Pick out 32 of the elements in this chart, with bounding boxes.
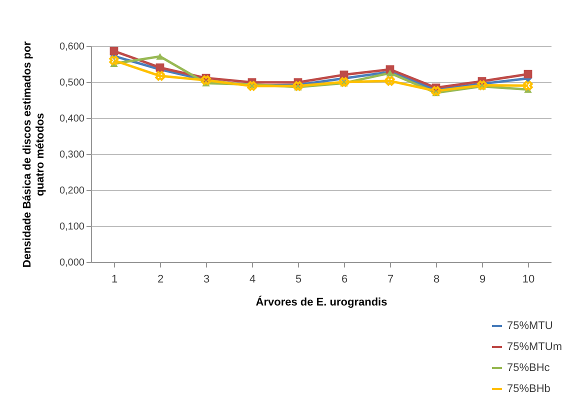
y-tick-label: 0,500 [59,78,85,88]
point [477,80,487,90]
point [110,46,118,56]
x-tick-label: 1 [111,274,118,286]
x-tick-label: 9 [479,274,486,286]
y-tick-label: 0,600 [59,42,85,52]
y-tick-label: 0,200 [59,186,85,196]
x-tick-label: 10 [522,274,535,286]
x-tick-label: 3 [203,274,210,286]
y-tick-label: 0,300 [59,150,85,160]
point [385,76,395,86]
x-tick-label: 2 [157,274,164,286]
legend-label: 75%BHc [507,362,550,374]
x-tick-label: 6 [341,274,348,286]
y-tick-label: 0,100 [59,222,85,232]
point [523,80,533,90]
y-axis-title: Densidade Básica de discos estimados por quatro métodos [21,40,46,268]
x-tick-label: 8 [433,274,440,286]
y-tick-label: 0,000 [59,258,85,268]
point [156,53,164,60]
x-axis-title: Árvores de E. urograndis [256,296,388,308]
point [156,63,164,72]
legend-label: 75%MTUm [507,341,562,353]
x-tick-label: 7 [387,274,394,286]
x-tick-label: 5 [295,274,302,286]
legend-label: 75%MTU [507,320,553,332]
point [109,56,119,66]
point [524,70,532,78]
legend-label: 75%BHb [507,383,550,395]
x-tick-label: 4 [249,274,256,286]
point [155,71,165,81]
y-tick-label: 0,400 [59,114,85,124]
